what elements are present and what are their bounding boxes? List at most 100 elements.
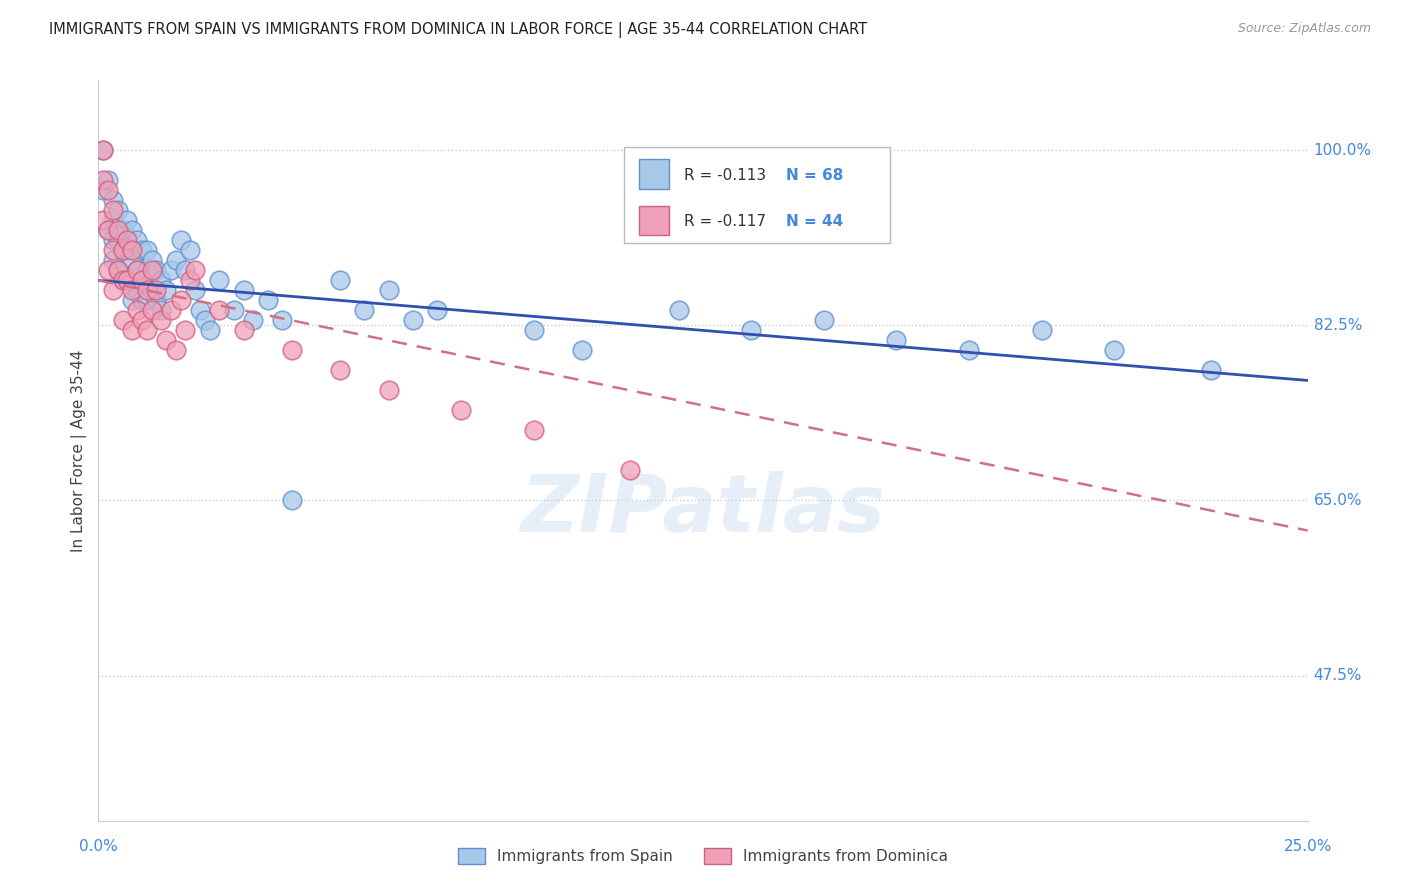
Point (107, 263, 129, 277)
Point (135, 263, 157, 277)
Point (121, 273, 143, 287)
Point (271, 313, 294, 327)
Point (111, 223, 134, 237)
Point (131, 273, 153, 287)
Point (1199, 363, 1222, 377)
Text: 0.0%: 0.0% (79, 839, 118, 855)
Point (281, 343, 304, 358)
Point (97, 223, 120, 237)
Text: 100.0%: 100.0% (1313, 143, 1372, 158)
Point (111, 273, 134, 287)
Point (135, 323, 157, 337)
Point (121, 244, 143, 258)
Point (150, 273, 173, 287)
Point (91, 173, 114, 187)
Text: N = 44: N = 44 (786, 214, 844, 229)
Point (188, 303, 211, 318)
Point (145, 284, 167, 298)
Point (155, 284, 177, 298)
Text: 25.0%: 25.0% (1284, 839, 1331, 855)
Point (426, 303, 449, 318)
Point (1102, 343, 1125, 358)
Point (121, 223, 143, 237)
Point (165, 253, 187, 268)
Point (329, 363, 352, 377)
Point (813, 313, 835, 327)
Point (97, 173, 120, 187)
Text: Source: ZipAtlas.com: Source: ZipAtlas.com (1237, 22, 1371, 36)
Point (135, 293, 157, 308)
Point (101, 213, 124, 227)
FancyBboxPatch shape (624, 147, 890, 244)
Point (111, 244, 134, 258)
Point (179, 244, 201, 258)
Point (353, 303, 375, 318)
Point (165, 343, 187, 358)
Point (131, 273, 153, 287)
Point (91, 144, 114, 158)
Point (450, 403, 472, 417)
Point (150, 313, 173, 327)
Text: ZIPatlas: ZIPatlas (520, 471, 886, 549)
Point (155, 334, 177, 348)
Point (117, 273, 139, 287)
Point (101, 233, 124, 247)
Point (619, 463, 641, 477)
Point (377, 284, 399, 298)
Point (127, 284, 149, 298)
Point (571, 343, 593, 358)
Point (242, 313, 264, 327)
Point (145, 263, 167, 277)
Point (208, 303, 231, 318)
Point (256, 293, 278, 308)
Point (121, 284, 143, 298)
Text: N = 68: N = 68 (786, 169, 844, 183)
Point (141, 303, 163, 318)
Point (523, 323, 546, 337)
Text: 65.0%: 65.0% (1313, 493, 1362, 508)
Point (135, 284, 157, 298)
Point (141, 253, 163, 268)
Point (141, 263, 163, 277)
Point (1031, 323, 1053, 337)
Point (668, 303, 690, 318)
Point (740, 323, 762, 337)
Point (127, 263, 149, 277)
Point (184, 263, 207, 277)
Point (145, 293, 167, 308)
Point (97, 263, 120, 277)
Text: 82.5%: 82.5% (1313, 318, 1362, 333)
Point (117, 273, 139, 287)
Point (329, 273, 352, 287)
Point (127, 303, 149, 318)
Point (111, 244, 134, 258)
Point (101, 253, 124, 268)
Point (127, 233, 149, 247)
Point (174, 323, 197, 337)
Point (101, 203, 124, 218)
Text: R = -0.113: R = -0.113 (683, 169, 766, 183)
FancyBboxPatch shape (638, 206, 669, 235)
Point (232, 284, 254, 298)
Point (222, 303, 245, 318)
Point (194, 313, 217, 327)
Point (121, 293, 143, 308)
Point (111, 313, 134, 327)
FancyBboxPatch shape (638, 160, 669, 189)
Point (150, 303, 173, 318)
Point (957, 343, 980, 358)
Point (101, 194, 124, 208)
Point (101, 244, 124, 258)
Point (160, 303, 183, 318)
Point (135, 244, 157, 258)
Point (101, 284, 124, 298)
Legend: Immigrants from Spain, Immigrants from Dominica: Immigrants from Spain, Immigrants from D… (453, 843, 953, 869)
Point (141, 284, 163, 298)
Point (117, 233, 139, 247)
Point (131, 313, 153, 327)
Point (281, 493, 304, 508)
Point (179, 273, 201, 287)
Point (111, 273, 134, 287)
Point (377, 384, 399, 398)
Point (121, 323, 143, 337)
